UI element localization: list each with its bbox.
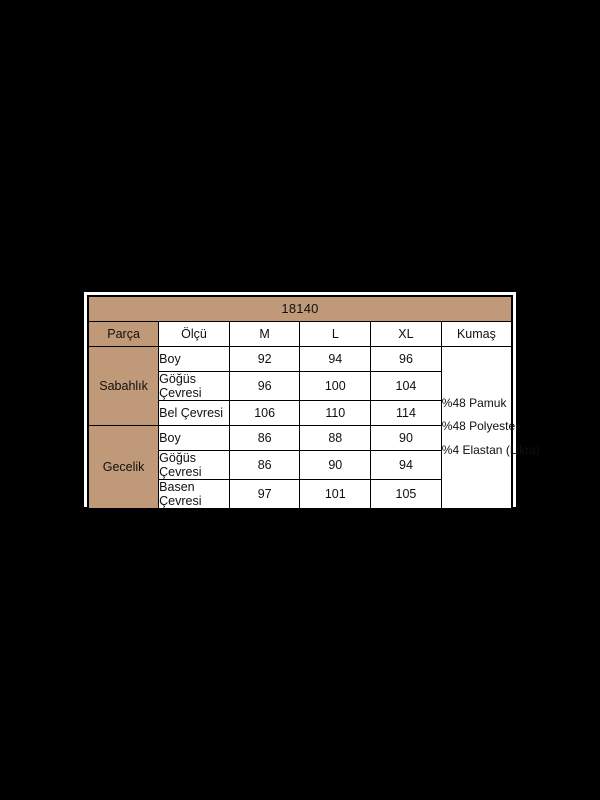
value-xl: 94 [370, 449, 442, 480]
measurement-label: Göğüs Çevresi [158, 449, 230, 480]
part-label-sabahlik: Sabahlık [87, 345, 160, 426]
value-l: 100 [299, 370, 372, 401]
value-m: 86 [228, 424, 301, 451]
column-header-size-m: M [228, 320, 301, 347]
value-m: 92 [228, 345, 301, 372]
value-xl: 114 [370, 399, 442, 426]
size-chart-frame: 18140 Parça Ölçü M L XL Kumaş Sabahlık B… [84, 292, 540, 510]
table-row: Göğüs Çevresi 96 100 104 [88, 370, 512, 401]
table-row: Basen Çevresi 97 101 105 [88, 478, 512, 509]
column-header-size-xl: XL [370, 320, 442, 347]
value-l: 94 [299, 345, 372, 372]
value-l: 88 [299, 424, 372, 451]
column-header-fabric: Kumaş [440, 320, 513, 347]
table-row: Göğüs Çevresi 86 90 94 [88, 449, 512, 480]
value-xl: 90 [370, 424, 442, 451]
measurement-label: Basen Çevresi [158, 478, 230, 509]
fabric-composition: %48 Pamuk %48 Polyester %4 Elastan (Likr… [440, 345, 540, 509]
value-l: 90 [299, 449, 372, 480]
column-header-part: Parça [87, 320, 160, 347]
table-row: Sabahlık Boy 92 94 96 %48 Pamuk %48 Poly… [87, 345, 540, 509]
column-header-measurement: Ölçü [158, 320, 230, 347]
table-row: Gecelik Boy 86 88 90 [87, 424, 512, 509]
value-xl: 104 [370, 370, 442, 401]
value-m: 106 [228, 399, 301, 426]
table-header-row: Parça Ölçü M L XL Kumaş [87, 320, 513, 347]
fabric-line-3: %4 Elastan (Likra) [441, 442, 540, 457]
value-m: 86 [228, 449, 301, 480]
measurement-label: Boy [158, 424, 230, 451]
table-title-row: 18140 [87, 295, 513, 322]
value-m: 96 [228, 370, 301, 401]
column-header-size-l: L [299, 320, 372, 347]
value-l: 101 [299, 478, 372, 509]
measurement-label: Göğüs Çevresi [158, 370, 230, 401]
value-xl: 105 [370, 478, 442, 509]
fabric-line-1: %48 Pamuk [441, 395, 507, 410]
value-xl: 96 [370, 345, 442, 372]
measurement-label: Boy [158, 345, 230, 372]
measurement-label: Bel Çevresi [158, 399, 230, 426]
value-l: 110 [299, 399, 372, 426]
value-m: 97 [228, 478, 301, 509]
product-code-title: 18140 [87, 295, 513, 322]
size-chart-table: 18140 Parça Ölçü M L XL Kumaş Sabahlık B… [87, 295, 540, 510]
part-label-gecelik: Gecelik [87, 424, 160, 509]
fabric-line-2: %48 Polyester [441, 419, 520, 434]
